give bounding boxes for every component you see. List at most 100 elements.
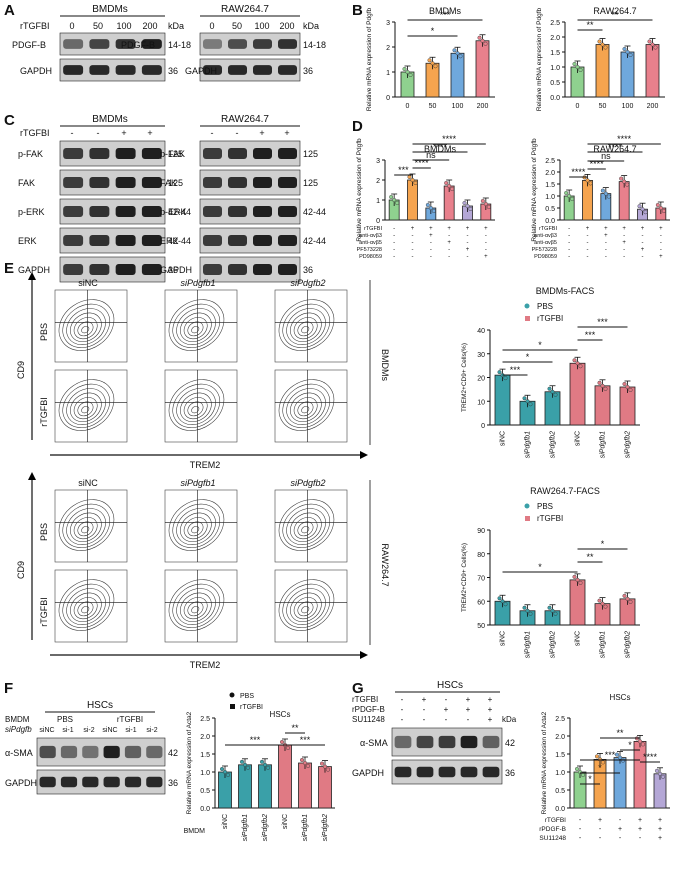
a-right-dose: 0 [209, 21, 214, 31]
b-right-ylabel: Relative mRNA expression of Pdgfb [536, 7, 543, 111]
c-left-row-label: p-ERK [18, 207, 45, 217]
e-top-flow-plot-contour [58, 299, 115, 351]
b-left-dot [402, 66, 407, 71]
e-top-flow-plot-contour [187, 321, 204, 337]
a-right-title: RAW264.7 [221, 4, 269, 15]
f-chart-dot [280, 740, 285, 745]
c-right-blot-band [253, 235, 272, 246]
b-left-xlabel: 100 [452, 103, 464, 110]
d-left-treat-sign: - [448, 233, 450, 239]
f-chart-dot [260, 759, 265, 764]
f-chart-ytick-label: 0.0 [200, 806, 210, 813]
d-left-treat-sign: - [412, 254, 414, 260]
c-right-blot-band [228, 235, 247, 246]
e-bottom-flow-plot-contour [176, 588, 216, 625]
e-top-flow-plot-contour [176, 388, 216, 425]
d-left-treat-label: PF573228 [357, 247, 382, 253]
a-right-row-label: GAPDH [185, 66, 217, 76]
b-right-dot [625, 50, 630, 55]
a-right-gapdh-blot-band [253, 65, 272, 75]
e-top-flow-plot-contour [183, 397, 208, 420]
g-chart-dot [598, 757, 603, 762]
e-raw-facs-dot [503, 602, 508, 607]
e-raw-facs-dot [547, 605, 552, 610]
e-bottom-flow-plot-contour [301, 525, 310, 534]
a-left-title: BMDMs [92, 4, 128, 15]
d-left-treat-sign: + [466, 226, 470, 232]
a-right-row-label: PDGF-B [121, 40, 155, 50]
e-top-col-label: siPdgfb1 [180, 278, 215, 288]
c-right-blot-band [203, 177, 222, 188]
e-top-flow-plot-contour [293, 397, 318, 420]
g-chart-treat-sign: - [639, 835, 642, 842]
e-raw-facs-legend-pbs: PBS [537, 502, 553, 511]
b-left-ytick-label: 2 [386, 45, 390, 52]
a-left-row-size: 14-18 [168, 40, 191, 50]
e-bottom-flow-plot-contour [297, 521, 314, 537]
g-chart-treat-sign: + [658, 817, 662, 824]
d-right-ytick-label: 2.0 [545, 170, 555, 177]
g-chart-treat-sign: + [638, 817, 642, 824]
e-raw-facs-xlabel: siNC [500, 631, 507, 646]
d-left-treat-sign: - [412, 240, 414, 246]
e-top-flow-plot-contour [62, 383, 111, 428]
g-chart-treat-label: SU11248 [539, 835, 566, 842]
e-bmdm-facs-bar [494, 374, 511, 426]
g-chart-ytick-label: 2.0 [555, 734, 565, 741]
e-top-flow-plot-contour [62, 303, 111, 348]
c-left-blot-band [63, 206, 84, 217]
b-right-dot [603, 45, 608, 50]
d-left-treat-sign: - [412, 247, 414, 253]
e-bmdm-facs-dot [600, 383, 605, 388]
e-top-xaxis-label: TREM2 [190, 460, 221, 470]
e-bottom-cell-label: RAW264.7 [380, 543, 390, 586]
g-gapdh-blot-band [482, 766, 500, 778]
e-bottom-row-label: rTGFBI [39, 597, 49, 627]
d-right-dot [570, 196, 575, 201]
panel-label-g: G [352, 680, 364, 697]
d-right-dot [564, 190, 569, 195]
e-top-flow-plot-frame [274, 289, 348, 363]
d-right-dot [655, 202, 660, 207]
g-chart-sig: ** [616, 728, 624, 738]
e-top-flow-plot-contour [290, 392, 322, 423]
e-raw-sig: * [601, 539, 605, 549]
d-left-dot [389, 194, 394, 199]
e-top-flow-plot-contour [301, 325, 310, 334]
e-top-flow-plot-contour [176, 308, 216, 345]
e-bmdm-facs-ytick-label: 20 [477, 376, 485, 383]
e-bottom-flow-plot-contour [293, 517, 318, 540]
d-right-treat-sign: - [623, 247, 625, 253]
c-right-blot-band [278, 206, 297, 217]
b-right-xlabel: 50 [599, 103, 607, 110]
a-left-dose: 100 [116, 21, 131, 31]
d-right-treat-sign: - [642, 233, 644, 239]
d-left-ytick-label: 0 [376, 218, 380, 225]
a-left-dose: 50 [93, 21, 103, 31]
d-right-treat-label: anti-αvβ3 [534, 233, 557, 239]
b-right-dot [578, 67, 583, 72]
g-treat-label: rPDGF-B [352, 705, 385, 714]
e-bmdm-facs-dot [550, 389, 555, 394]
e-bottom-flow-plot-contour [58, 499, 115, 551]
b-right: RAW264.7 Relative mRNA expression of Pdgf… [536, 6, 665, 111]
f-chart-dot [266, 765, 271, 770]
b-left-dot [455, 51, 460, 56]
d-right-dot [658, 205, 663, 210]
d-right-dot [643, 210, 648, 215]
g-treat-sign: + [422, 695, 427, 704]
g-gapdh-blot-band [416, 766, 434, 778]
a-right-gapdh-blot-band [228, 65, 247, 75]
e-bottom-yaxis-label: CD9 [16, 561, 26, 579]
e-bmdm-sig: *** [597, 317, 608, 327]
d-left-treat-sign: - [393, 240, 395, 246]
e-raw-facs-dot [578, 580, 583, 585]
a-left-gapdh-blot-bg [59, 58, 166, 82]
e-bottom-flow-plot-frame [274, 489, 348, 563]
e-bottom-flow-plot-contour [70, 592, 102, 623]
g-treat-sign: - [445, 695, 448, 704]
b-right-dot [647, 39, 652, 44]
panel-label-f: F [4, 680, 14, 697]
d-right-treat-sign: - [605, 254, 607, 260]
e-top-cell-label: BMDMs [380, 349, 390, 381]
